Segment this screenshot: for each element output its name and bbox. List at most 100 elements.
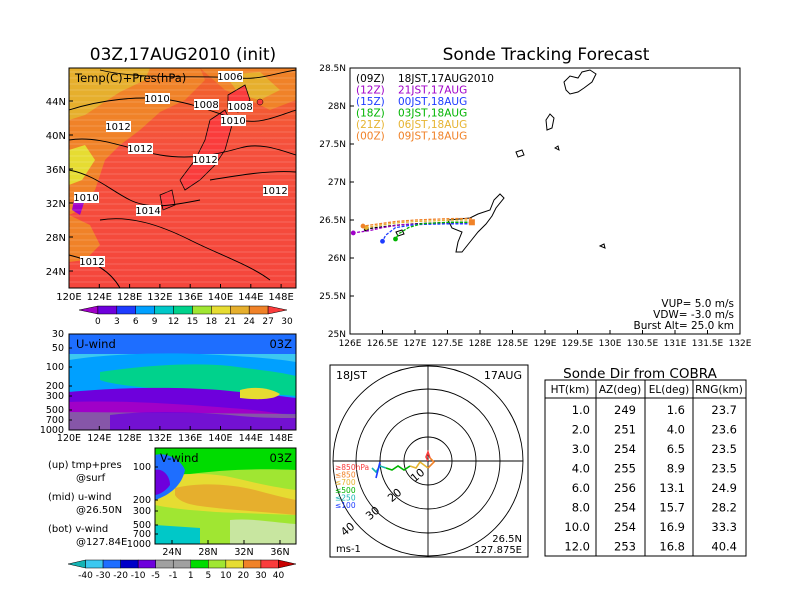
wind-colorbar-segment xyxy=(190,559,209,569)
wind-colorbar-tick: 20 xyxy=(238,571,250,581)
track-legend-code: (12Z) xyxy=(356,85,385,97)
track-lon-tick: 130.5E xyxy=(627,339,659,349)
map-lat-ticks: 44N 40N 36N 32N 28N 24N xyxy=(46,97,73,278)
isobar-labels: 1006101010081008101210101012101210101014… xyxy=(73,71,288,268)
table-cell: 33.3 xyxy=(711,520,737,534)
colorbar-segment xyxy=(192,305,212,315)
pressure-legend-item: ≥850hPa xyxy=(335,463,369,472)
isobar-label-bg xyxy=(145,93,170,104)
track-lon-ticks: 126E 126.5E 127E 127.5E 128E 128.5E 129E 129.5E… xyxy=(339,330,752,349)
launch-site-marker xyxy=(468,219,475,226)
track-legend-label: 09JST,18AUG xyxy=(398,131,467,143)
table-cell: 254 xyxy=(614,501,636,515)
colorbar-tick: 24 xyxy=(243,317,255,327)
table-cell: 2.0 xyxy=(572,423,590,437)
map-lat-tick: 28N xyxy=(46,233,66,244)
track-legend-code: (09Z) xyxy=(356,73,385,85)
table-header: HT(km) xyxy=(551,384,590,396)
track-lon-tick: 130E xyxy=(599,339,622,349)
vwind-y-tick: 1000 xyxy=(127,539,151,550)
table-cell: 28.2 xyxy=(711,501,737,515)
table-header: AZ(deg) xyxy=(599,384,641,396)
wind-colorbar-segment xyxy=(243,559,262,569)
track-line xyxy=(362,217,472,227)
polar-lat: 26.5N xyxy=(492,534,522,545)
colorbar-tick: 15 xyxy=(187,317,198,327)
track-legend-code: (21Z) xyxy=(356,119,385,131)
uwind-y-tick: 1000 xyxy=(40,425,64,436)
uwind-x-tick: 144E xyxy=(239,433,263,444)
vwind-y-tick: 500 xyxy=(133,520,151,531)
colorbar-segment xyxy=(154,305,174,315)
legend-mid2: @26.50N xyxy=(76,505,122,516)
track-lon-tick: 128.5E xyxy=(497,339,529,349)
wind-colorbar-tick: -10 xyxy=(131,571,146,581)
wind-colorbar-tick: -1 xyxy=(169,571,178,581)
table-cell: 10.0 xyxy=(564,520,590,534)
uwind-y-tick: 100 xyxy=(46,362,64,373)
track-lon-tick: 127E xyxy=(404,339,427,349)
colorbar-tick: 3 xyxy=(114,317,120,327)
track-line xyxy=(381,223,472,242)
vwind-x-tick: 32N xyxy=(234,547,253,558)
isobar-label: 1012 xyxy=(262,186,287,197)
track-legend-label: 00JST,18AUG xyxy=(398,96,467,108)
colorbar-segment xyxy=(173,305,193,315)
track-lon-tick: 126E xyxy=(339,339,362,349)
map-lon-tick: 124E xyxy=(87,292,112,303)
track-line xyxy=(366,219,472,229)
vwind-x-tick: 28N xyxy=(198,547,217,558)
wind-colorbar-tick: 40 xyxy=(273,571,285,581)
isobar-label: 1010 xyxy=(144,94,169,105)
table-cell: 4.0 xyxy=(572,462,590,476)
burst-text: Burst Alt= 25.0 km xyxy=(634,320,734,332)
wind-colorbar-segment xyxy=(155,559,174,569)
wind-colorbar-tick: -5 xyxy=(151,571,160,581)
isobar-label-bg xyxy=(106,121,131,132)
map-lat-tick: 24N xyxy=(46,267,66,278)
wind-colorbar-segment xyxy=(278,559,297,569)
colorbar-segment xyxy=(116,305,136,315)
isobar-label: 1010 xyxy=(73,193,98,204)
vup-text: VUP= 5.0 m/s xyxy=(661,298,734,310)
sonde-table: Sonde Dir from COBRA HT(km) AZ(deg) EL(deg… xyxy=(544,366,747,557)
vwind-y-tick: 300 xyxy=(133,506,151,517)
uwind-y-tick: 700 xyxy=(46,415,64,426)
vwind-time: 03Z xyxy=(269,451,292,465)
wind-colorbar-segment xyxy=(67,559,86,569)
isobar-label-bg xyxy=(136,205,161,216)
isobar-label-bg xyxy=(263,185,288,196)
vwind-label: V-wind xyxy=(160,451,199,465)
table-cell: 1.6 xyxy=(667,403,685,417)
table-title: Sonde Dir from COBRA xyxy=(563,366,717,382)
track-legend: (09Z) 18JST,17AUG2010 (12Z) 21JST,17AUG (15Z… xyxy=(356,73,494,143)
colorbar-tick: 18 xyxy=(206,317,218,327)
track-lon-tick: 131E xyxy=(664,339,687,349)
track-lat-tick: 28.5N xyxy=(319,64,346,74)
wind-colorbar-segment xyxy=(85,559,104,569)
table-cell: 24.9 xyxy=(711,481,737,495)
panel-legend: (up) tmp+pres @surf (mid) u-wind @26.50N… xyxy=(48,460,127,548)
map-lat-tick: 36N xyxy=(46,165,66,176)
colorbar-segment xyxy=(211,305,231,315)
uwind-x-ticks: 120E 124E 128E 132E 136E 140E 144E 148E xyxy=(57,426,293,444)
colorbar-segment xyxy=(248,305,269,315)
track-line xyxy=(394,221,472,240)
track-lon-tick: 128E xyxy=(469,339,492,349)
map-lon-ticks: 120E 124E 128E 132E 136E 140E 144E 148E xyxy=(56,284,294,303)
isobar-label: 1008 xyxy=(227,102,252,113)
site-marker xyxy=(256,98,264,106)
track-lat-tick: 25.5N xyxy=(319,292,346,302)
isobar-label-bg xyxy=(80,256,105,267)
track-end-point xyxy=(380,238,385,244)
temp-colorbar: 0 3 6 9 12 15 18 21 24 27 30 xyxy=(78,305,293,327)
isobar-label-bg xyxy=(194,99,219,110)
uwind-x-tick: 132E xyxy=(148,433,172,444)
uwind-y-tick: 200 xyxy=(46,381,64,392)
table-header: EL(deg) xyxy=(649,384,689,396)
wind-colorbar-segment xyxy=(120,559,139,569)
tracking-map: Sonde Tracking Forecast 28.5N 28N 27.5N 27N… xyxy=(319,45,752,349)
